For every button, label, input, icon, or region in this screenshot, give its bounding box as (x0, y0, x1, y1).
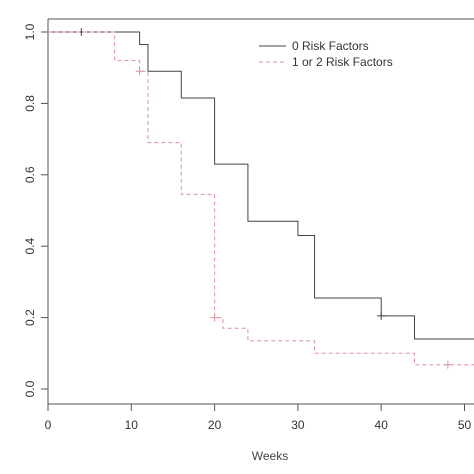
y-tick-label: 0.6 (23, 166, 37, 183)
legend-label-1: 1 or 2 Risk Factors (292, 55, 393, 69)
censor-mark (210, 313, 219, 322)
series-line-0 (48, 31, 474, 340)
censor-mark (135, 67, 144, 76)
series-line-1 (48, 31, 474, 366)
x-tick-label: 20 (208, 418, 222, 432)
y-tick-label: 0.0 (23, 380, 37, 397)
x-tick-label: 40 (375, 418, 389, 432)
y-axis: 0.0 0.2 0.4 0.6 0.8 1.0 (23, 23, 48, 397)
censor-mark (377, 311, 386, 320)
legend-label-0: 0 Risk Factors (292, 39, 369, 53)
censor-mark (443, 360, 452, 369)
plot-frame-group (47, 18, 474, 405)
x-tick-label: 10 (125, 418, 139, 432)
x-tick-label: 30 (291, 418, 305, 432)
y-tick-label: 0.8 (23, 95, 37, 112)
x-axis: 0 10 20 30 40 50 (45, 404, 472, 432)
x-tick-label: 50 (458, 418, 472, 432)
y-tick-label: 0.4 (23, 238, 37, 255)
x-tick-label: 0 (45, 418, 52, 432)
y-tick-label: 0.2 (23, 309, 37, 326)
x-axis-title: Weeks (252, 449, 288, 463)
y-tick-label: 1.0 (23, 23, 37, 40)
legend: 0 Risk Factors 1 or 2 Risk Factors (259, 39, 393, 69)
survival-curves (48, 28, 474, 369)
